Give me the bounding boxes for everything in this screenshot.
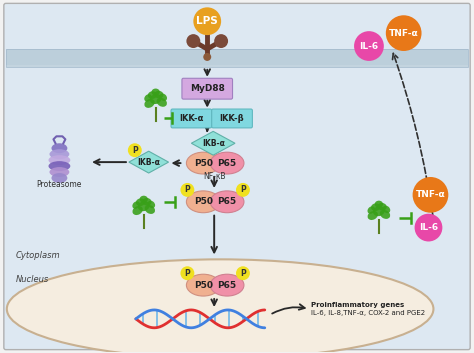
Bar [6,61,468,65]
Text: P: P [184,269,190,278]
Ellipse shape [156,98,167,107]
Circle shape [236,183,250,197]
FancyBboxPatch shape [4,4,470,349]
Ellipse shape [150,94,162,104]
Ellipse shape [139,196,148,203]
Circle shape [193,7,221,35]
Ellipse shape [49,149,69,159]
Ellipse shape [52,173,67,183]
Ellipse shape [132,201,140,209]
Text: P50: P50 [194,158,213,168]
Text: P: P [240,269,246,278]
Text: IL-6: IL-6 [359,42,379,50]
Ellipse shape [48,155,70,165]
Text: LPS: LPS [196,16,218,26]
Circle shape [415,214,442,241]
Text: IKB-α: IKB-α [137,157,160,167]
Text: P: P [132,146,137,155]
Bar [6,49,468,67]
Text: Proinflammatory genes: Proinflammatory genes [311,302,405,308]
Ellipse shape [383,206,390,213]
Bar [6,53,468,57]
Circle shape [128,143,142,157]
Text: IL-6, IL-8,TNF-α, COX-2 and PGE2: IL-6, IL-8,TNF-α, COX-2 and PGE2 [311,310,426,316]
Circle shape [181,266,194,280]
Ellipse shape [49,167,69,177]
Ellipse shape [368,211,378,220]
Ellipse shape [210,152,244,174]
Ellipse shape [375,201,383,208]
Ellipse shape [210,274,244,296]
FancyBboxPatch shape [212,109,252,128]
Text: Nucleus: Nucleus [16,275,49,284]
Text: Cytoplasm: Cytoplasm [16,251,60,260]
Ellipse shape [145,99,155,108]
Text: P65: P65 [218,281,237,290]
Ellipse shape [380,210,390,219]
Ellipse shape [371,203,380,211]
Polygon shape [191,131,235,155]
Text: NF-κB: NF-κB [203,172,226,180]
Ellipse shape [132,206,143,215]
Ellipse shape [7,259,433,353]
FancyBboxPatch shape [171,109,212,128]
Ellipse shape [152,89,160,96]
Ellipse shape [186,274,220,296]
Text: P: P [240,185,246,195]
Ellipse shape [373,206,385,216]
Text: P50: P50 [194,281,213,290]
Ellipse shape [145,205,155,214]
Ellipse shape [136,198,145,206]
Ellipse shape [378,203,387,211]
Ellipse shape [160,94,167,101]
FancyBboxPatch shape [182,78,233,99]
Circle shape [203,53,211,61]
Ellipse shape [186,152,220,174]
Text: IKK-β: IKK-β [220,114,245,123]
Bar [6,57,468,61]
Polygon shape [129,151,169,173]
Text: P65: P65 [218,197,237,206]
Text: IKK-α: IKK-α [179,114,203,123]
Circle shape [412,177,448,213]
Ellipse shape [210,191,244,213]
Circle shape [186,34,201,48]
Text: IL-6: IL-6 [419,223,438,232]
Ellipse shape [52,143,67,153]
Text: TNF-α: TNF-α [416,190,446,199]
Text: TNF-α: TNF-α [389,29,419,38]
Text: IKB-α: IKB-α [202,139,225,148]
Ellipse shape [186,191,220,213]
Text: MyD88: MyD88 [190,84,225,93]
Circle shape [236,266,250,280]
Ellipse shape [144,94,152,102]
Text: P65: P65 [218,158,237,168]
Ellipse shape [148,91,157,99]
Text: P: P [184,185,190,195]
Bar [6,49,468,53]
Ellipse shape [143,198,152,206]
Ellipse shape [48,161,70,171]
Text: Proteasome: Proteasome [36,180,82,190]
Circle shape [214,34,228,48]
Ellipse shape [138,201,150,211]
Ellipse shape [155,91,164,98]
Circle shape [354,31,384,61]
Ellipse shape [367,206,375,214]
Circle shape [386,15,421,51]
Ellipse shape [147,201,155,208]
Circle shape [181,183,194,197]
Text: P50: P50 [194,197,213,206]
